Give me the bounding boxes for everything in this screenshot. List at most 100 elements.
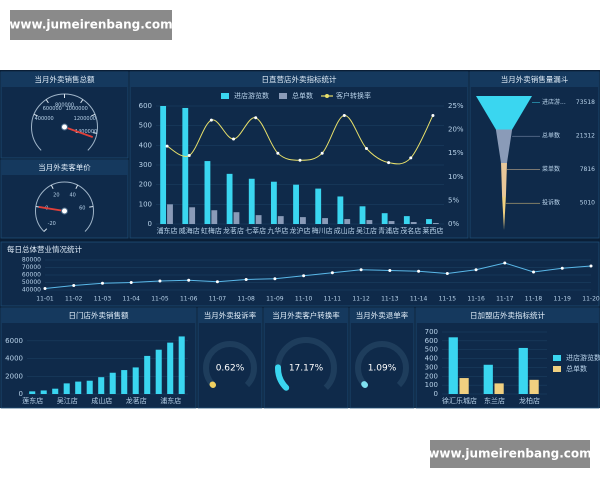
x-tick-label: 成山店: [334, 226, 355, 235]
bar: [248, 178, 255, 224]
bar: [144, 355, 151, 394]
y-tick-label: 70000: [22, 264, 41, 271]
y2-tick-label: 15%: [448, 149, 464, 157]
line-point: [342, 113, 346, 117]
legend-swatch: [279, 93, 287, 99]
line-point: [474, 268, 478, 272]
ring-track: [355, 341, 409, 388]
x-tick-label: 11-16: [467, 296, 485, 303]
y-tick-label: 600: [139, 102, 152, 110]
gauge-tick: [92, 132, 97, 134]
x-tick-label: 浦东店: [160, 396, 181, 405]
funnel-value: 21312: [576, 133, 595, 140]
y-tick-label: 300: [425, 363, 438, 371]
gauge-tick-label: 40: [69, 192, 75, 198]
y2-tick-label: 25%: [448, 102, 464, 110]
y-tick-label: 400: [425, 355, 438, 363]
panel-header: [1, 72, 128, 87]
watermark: www.jumeirenbang.com: [428, 447, 591, 461]
bar: [189, 207, 196, 224]
panel-title: 每日总体营业情况统计: [7, 244, 82, 254]
x-tick-label: 徐汇乐城店: [442, 396, 477, 405]
funnel-value: 5010: [580, 200, 595, 207]
watermark-box: [10, 10, 172, 40]
bar: [300, 217, 306, 224]
y-tick-label: 6000: [5, 337, 23, 345]
bar: [494, 383, 504, 394]
bar: [226, 173, 233, 224]
gauge-tick-label: 800000: [55, 103, 74, 109]
line-point: [560, 266, 564, 270]
y2-tick-label: 5%: [448, 196, 459, 204]
x-tick-label: 11-19: [554, 296, 572, 303]
bar: [132, 367, 139, 394]
x-tick-label: 11-17: [496, 296, 514, 303]
gauge-hub: [61, 123, 68, 131]
gauge-tick: [50, 184, 54, 189]
x-tick-label: 11-04: [122, 296, 140, 303]
gauge-arc: [35, 181, 94, 232]
y-tick-label: 2000: [5, 372, 23, 380]
x-tick-label: 莱西店: [422, 226, 443, 235]
x-tick-label: 11-05: [151, 296, 169, 303]
gauge-needle: [64, 126, 94, 138]
y2-tick-label: 10%: [448, 173, 464, 181]
bar: [388, 221, 395, 224]
bar: [448, 337, 458, 394]
x-tick-label: 11-09: [266, 296, 284, 303]
x-tick-label: 成山店: [91, 396, 112, 405]
funnel-label: 总单数: [542, 132, 560, 140]
line-point: [298, 158, 302, 162]
line-point: [359, 268, 363, 272]
funnel-segment: [495, 129, 513, 163]
line-point: [320, 151, 324, 155]
x-tick-label: 11-12: [352, 296, 370, 303]
line-point: [388, 269, 392, 272]
line-point: [330, 271, 334, 275]
legend-label: 进店游览数: [234, 91, 269, 100]
bar: [426, 219, 432, 224]
bar: [518, 347, 528, 394]
x-tick-label: 11-11: [324, 296, 342, 303]
panel-title: 当月外卖退单率: [356, 310, 409, 320]
y-tick-label: 100: [425, 381, 438, 389]
bar: [182, 107, 189, 224]
line-point: [158, 279, 162, 283]
legend-label: 客户转换率: [336, 91, 371, 100]
bar: [255, 215, 262, 224]
ring-track: [203, 341, 257, 388]
x-tick-label: 11-18: [525, 296, 543, 303]
y-tick-label: 40000: [22, 287, 41, 294]
bar: [178, 336, 185, 394]
y-tick-label: 100: [139, 200, 152, 208]
bar: [337, 196, 344, 224]
bar: [204, 161, 211, 224]
x-tick-label: 梅川店: [312, 226, 333, 235]
x-tick-label: 龙茗店: [223, 226, 244, 235]
funnel-value: 7816: [580, 166, 595, 173]
bar: [277, 216, 284, 224]
bar: [98, 377, 105, 394]
x-tick-label: 茂名店: [400, 226, 421, 235]
panel-header: [416, 308, 599, 323]
y-tick-label: 50000: [22, 279, 41, 286]
bar: [155, 349, 162, 394]
bar: [381, 213, 388, 224]
x-tick-label: 浦东店: [157, 226, 178, 235]
gauge-tick-label: 20: [53, 192, 59, 198]
gauge-tick: [89, 205, 94, 208]
y-tick-label: 80000: [22, 257, 41, 264]
y-tick-label: 600: [425, 337, 438, 345]
bar: [432, 223, 439, 224]
bar: [29, 391, 36, 394]
gauge-tick: [33, 113, 38, 117]
line-point: [445, 272, 449, 275]
bar: [233, 212, 240, 224]
legend-swatch: [221, 93, 229, 99]
x-tick-label: 11-15: [439, 296, 457, 303]
line-point: [187, 278, 191, 282]
funnel-value: 73518: [576, 99, 595, 106]
bar: [121, 370, 128, 394]
watermark: www.jumeirenbang.com: [9, 18, 172, 32]
